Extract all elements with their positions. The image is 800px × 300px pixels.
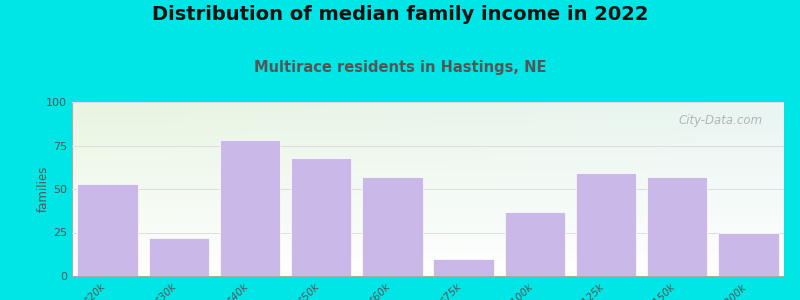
Y-axis label: families: families [37,166,50,212]
Bar [576,173,636,276]
Bar [220,140,280,276]
Bar [505,212,565,276]
Text: Distribution of median family income in 2022: Distribution of median family income in … [152,4,648,23]
Bar [647,177,707,276]
Bar [718,232,778,276]
Text: City-Data.com: City-Data.com [678,114,762,127]
Bar [78,184,138,276]
Bar [291,158,351,276]
Text: Multirace residents in Hastings, NE: Multirace residents in Hastings, NE [254,60,546,75]
Bar [149,238,209,276]
Bar [362,177,422,276]
Bar [434,259,494,276]
